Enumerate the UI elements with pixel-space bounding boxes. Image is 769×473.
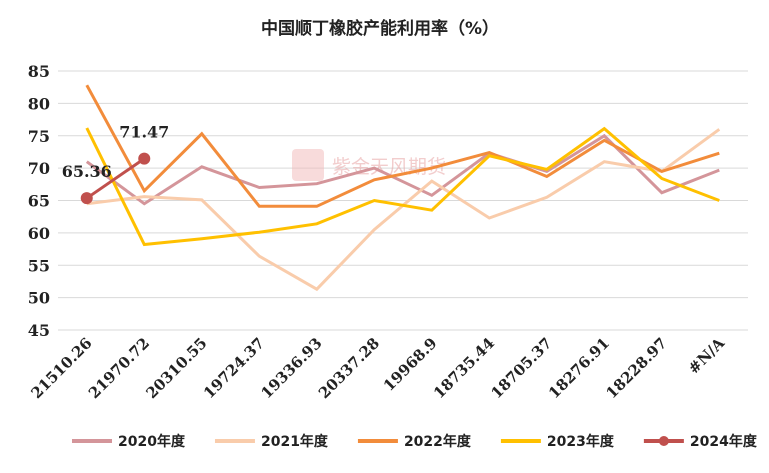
y-axis: 45 50 55 60 65 70 75 80 85 <box>28 62 50 340</box>
chart-title: 中国顺丁橡胶产能利用率（%） <box>261 18 499 39</box>
y-tick-label: 50 <box>28 289 50 308</box>
data-point <box>138 152 151 165</box>
y-tick-label: 60 <box>28 224 50 243</box>
legend-label: 2023年度 <box>547 433 615 450</box>
y-tick-label: 75 <box>28 127 50 146</box>
data-label: 71.47 <box>119 123 169 142</box>
x-tick-label: 21510.26 <box>27 334 95 402</box>
y-tick-label: 80 <box>28 94 50 113</box>
watermark-logo <box>292 149 324 181</box>
legend-marker <box>658 436 669 446</box>
y-tick-label: 55 <box>28 256 50 275</box>
legend-label: 2022年度 <box>404 433 472 450</box>
y-tick-label: 45 <box>28 321 50 340</box>
y-tick-label: 85 <box>28 62 50 81</box>
x-tick-label: 18705.37 <box>487 334 555 402</box>
x-tick-label: 20337.28 <box>315 334 383 402</box>
series-lines <box>80 84 721 292</box>
x-tick-label: 18735.44 <box>430 334 498 402</box>
x-tick-label: 21970.72 <box>85 334 153 402</box>
watermark: 紫金天风期货 <box>292 149 446 181</box>
data-labels: 65.36 71.47 <box>62 123 170 182</box>
x-tick-label: 20310.55 <box>142 334 210 402</box>
x-tick-label: 19968.9 <box>380 334 441 395</box>
x-tick-label: 18276.91 <box>545 334 613 402</box>
x-tick-label: 19336.93 <box>257 334 325 402</box>
y-tick-label: 65 <box>28 192 50 211</box>
legend-label: 2020年度 <box>118 433 186 450</box>
x-tick-label: 18228.97 <box>602 334 670 402</box>
x-tick-label: #N/A <box>685 334 729 378</box>
data-label: 65.36 <box>62 162 112 181</box>
y-tick-label: 70 <box>28 159 50 178</box>
grid <box>58 70 748 331</box>
legend-label: 2024年度 <box>690 433 758 450</box>
data-point <box>80 192 93 205</box>
series-line <box>85 157 146 200</box>
series-line <box>85 84 720 208</box>
x-axis: 21510.2621970.7220310.5519724.3719336.93… <box>27 334 728 402</box>
legend: 2020年度 2021年度 2022年度 2023年度 2024年度 <box>72 433 758 450</box>
series-line <box>85 126 720 247</box>
x-tick-label: 19724.37 <box>200 334 268 402</box>
legend-label: 2021年度 <box>261 433 329 450</box>
